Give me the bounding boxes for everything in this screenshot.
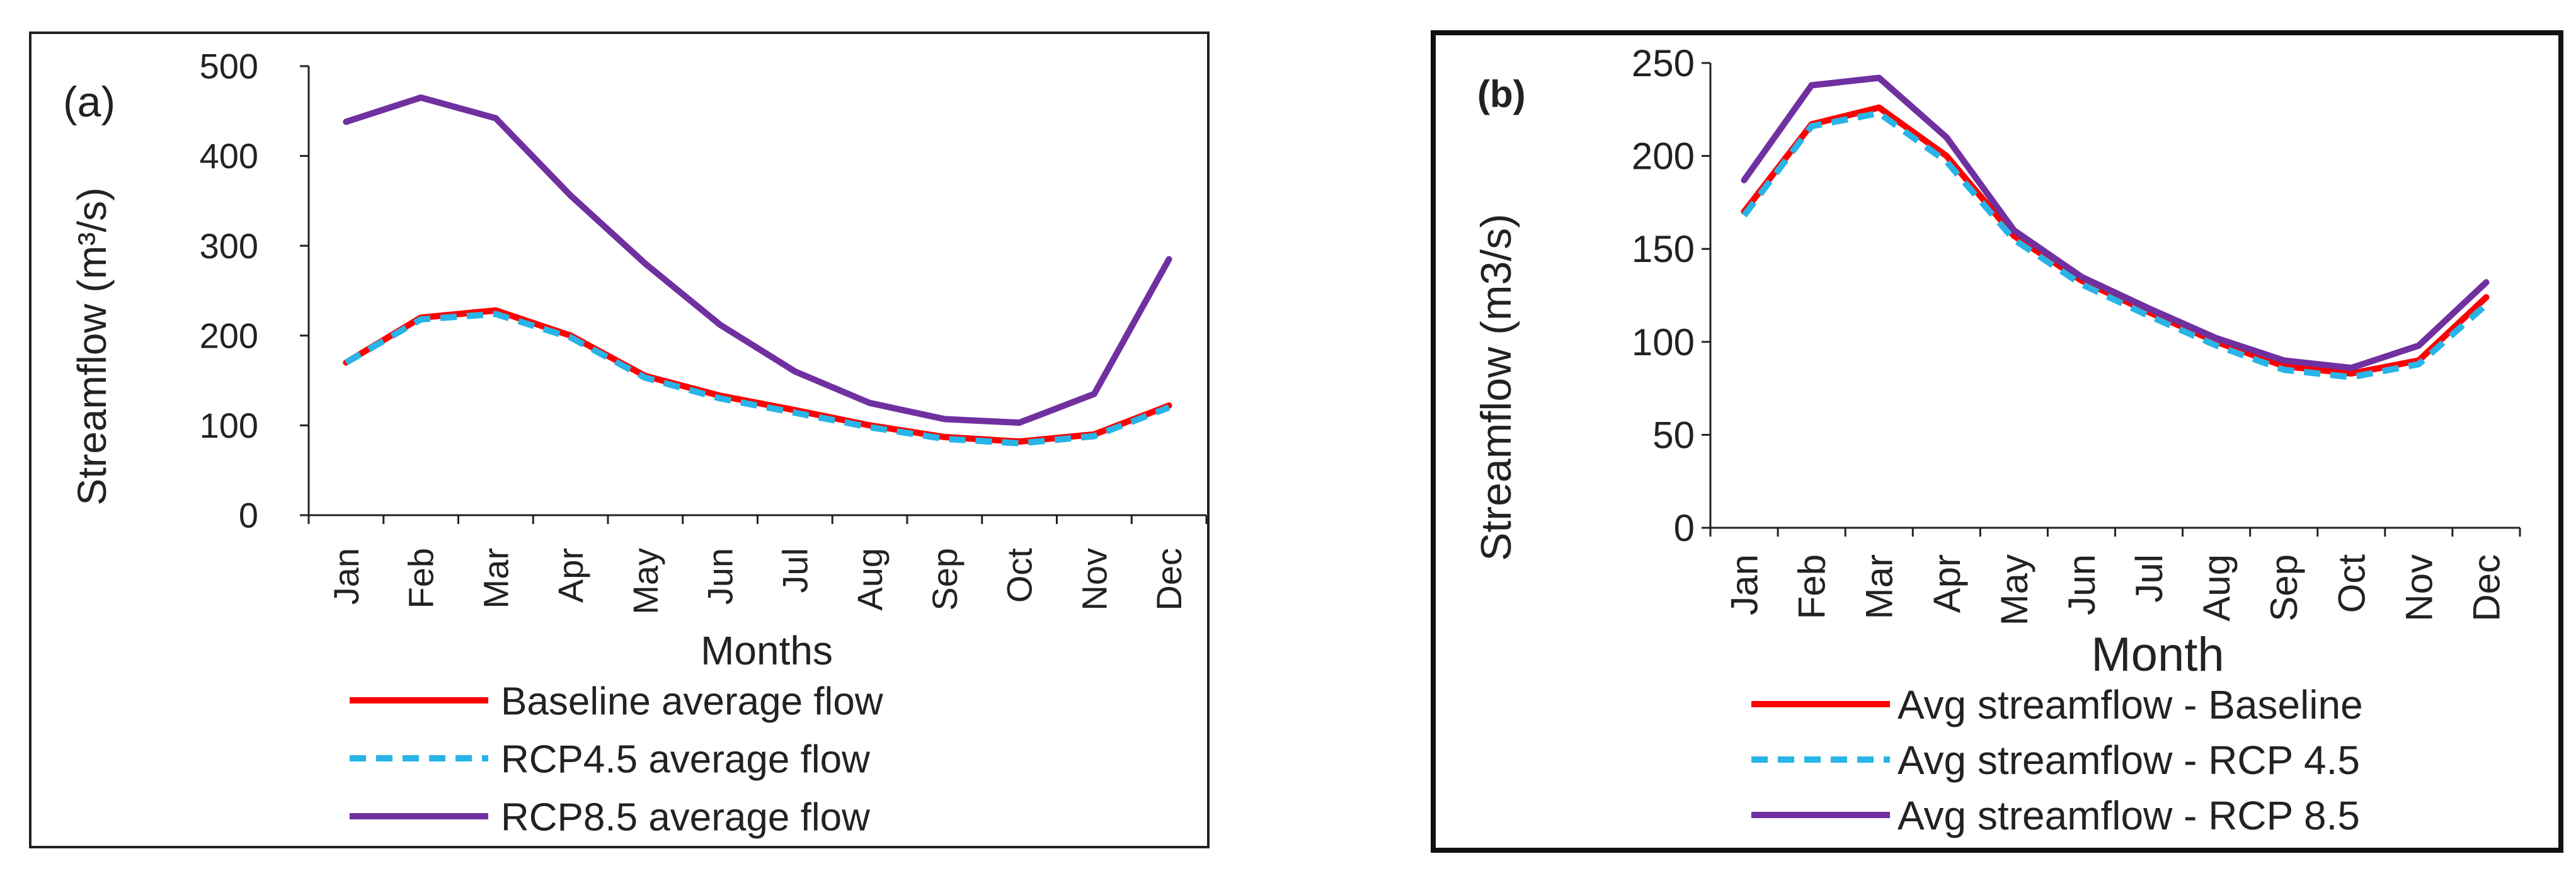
a-y-tick-label: 500	[200, 47, 258, 86]
b-x-tick-label: Jun	[2061, 554, 2103, 615]
a-x-tick-label: Aug	[850, 548, 890, 611]
a-x-tick-label: Sep	[925, 548, 965, 611]
a-x-tick-label: Feb	[401, 548, 441, 609]
b-x-tick-label: Dec	[2465, 554, 2507, 622]
b-y-tick-label: 150	[1632, 228, 1695, 270]
chart-panel-a: (a) Streamflow (m³/s) Months 0 100 200 300 4…	[29, 31, 1210, 848]
b-x-tick-label: Jan	[1724, 554, 1766, 615]
b-x-tick-label: Aug	[2195, 554, 2238, 622]
a-y-tick-label: 100	[200, 406, 258, 445]
b-x-tick-label: Feb	[1791, 554, 1833, 619]
b-y-tick-label: 200	[1632, 135, 1695, 178]
panel-a-x-axis-label: Months	[701, 628, 833, 673]
a-y-tick-label: 0	[239, 496, 258, 535]
a-x-tick-label: Nov	[1074, 548, 1114, 611]
b-series-line-1	[1741, 104, 2490, 377]
a-x-tick-label: Apr	[551, 548, 590, 603]
b-x-tick-label: Nov	[2398, 554, 2440, 622]
a-x-tick-label: Jan	[326, 548, 366, 605]
a-series-line-3	[343, 94, 1172, 426]
chart-panel-b: (b) Streamflow (m3/s) Month 0 50 100 150 200…	[1431, 30, 2563, 853]
a-x-tick-label: Mar	[476, 548, 515, 608]
b-series-line-3	[1741, 74, 2490, 372]
a-legend-label-3: RCP8.5 average flow	[501, 795, 870, 839]
panel-b-frame	[1431, 30, 2563, 853]
panel-a-plot: 0 100 200 300 400 500 Jan Feb Mar Apr May Jun Jul Aug…	[200, 47, 1208, 615]
a-x-tick-label: Jul	[775, 548, 815, 593]
b-y-tick-label: 0	[1674, 507, 1695, 549]
b-x-tick-label: Mar	[1858, 554, 1901, 619]
b-legend-label-2: Avg streamflow - RCP 4.5	[1898, 738, 2360, 783]
b-x-tick-label: Jul	[2128, 554, 2170, 603]
panel-b-plot: 0 50 100 150 200 250 Jan Feb Mar Apr May Jun Jul Aug S…	[1632, 42, 2521, 625]
a-y-tick-label: 400	[200, 136, 258, 176]
a-y-tick-label: 300	[200, 226, 258, 266]
b-y-tick-label: 100	[1632, 321, 1695, 363]
a-x-tick-label: May	[626, 548, 665, 615]
b-legend-label-3: Avg streamflow - RCP 8.5	[1898, 793, 2360, 838]
b-x-tick-label: Sep	[2263, 554, 2305, 622]
b-x-tick-label: Oct	[2330, 554, 2373, 613]
panel-b-label: (b)	[1477, 73, 1526, 115]
a-x-tick-label: Dec	[1149, 548, 1189, 611]
panel-b-y-axis-label: Streamflow (m3/s)	[1472, 214, 1520, 561]
panel-b-x-axis-label: Month	[2091, 628, 2224, 681]
panel-b-legend: Avg streamflow - Baseline Avg streamflow …	[1751, 682, 2363, 838]
a-y-tick-label: 200	[200, 316, 258, 355]
a-series-line-2	[344, 310, 1171, 447]
b-x-tick-label: Apr	[1926, 554, 1968, 613]
b-x-tick-label: May	[1993, 554, 2035, 625]
b-y-tick-label: 50	[1652, 414, 1695, 456]
b-y-tick-label: 250	[1632, 42, 1695, 84]
panel-a-label: (a)	[63, 78, 115, 126]
a-x-tick-label: Oct	[1000, 548, 1039, 603]
a-legend-label-2: RCP4.5 average flow	[501, 738, 870, 781]
panel-a-y-axis-label: Streamflow (m³/s)	[69, 188, 115, 506]
b-legend-label-1: Avg streamflow - Baseline	[1898, 682, 2363, 727]
b-series-line-2	[1741, 110, 2488, 380]
panel-a-legend: Baseline average flow RCP4.5 average flow…	[350, 680, 883, 839]
a-legend-label-1: Baseline average flow	[501, 680, 883, 723]
a-x-tick-label: Jun	[701, 548, 740, 605]
